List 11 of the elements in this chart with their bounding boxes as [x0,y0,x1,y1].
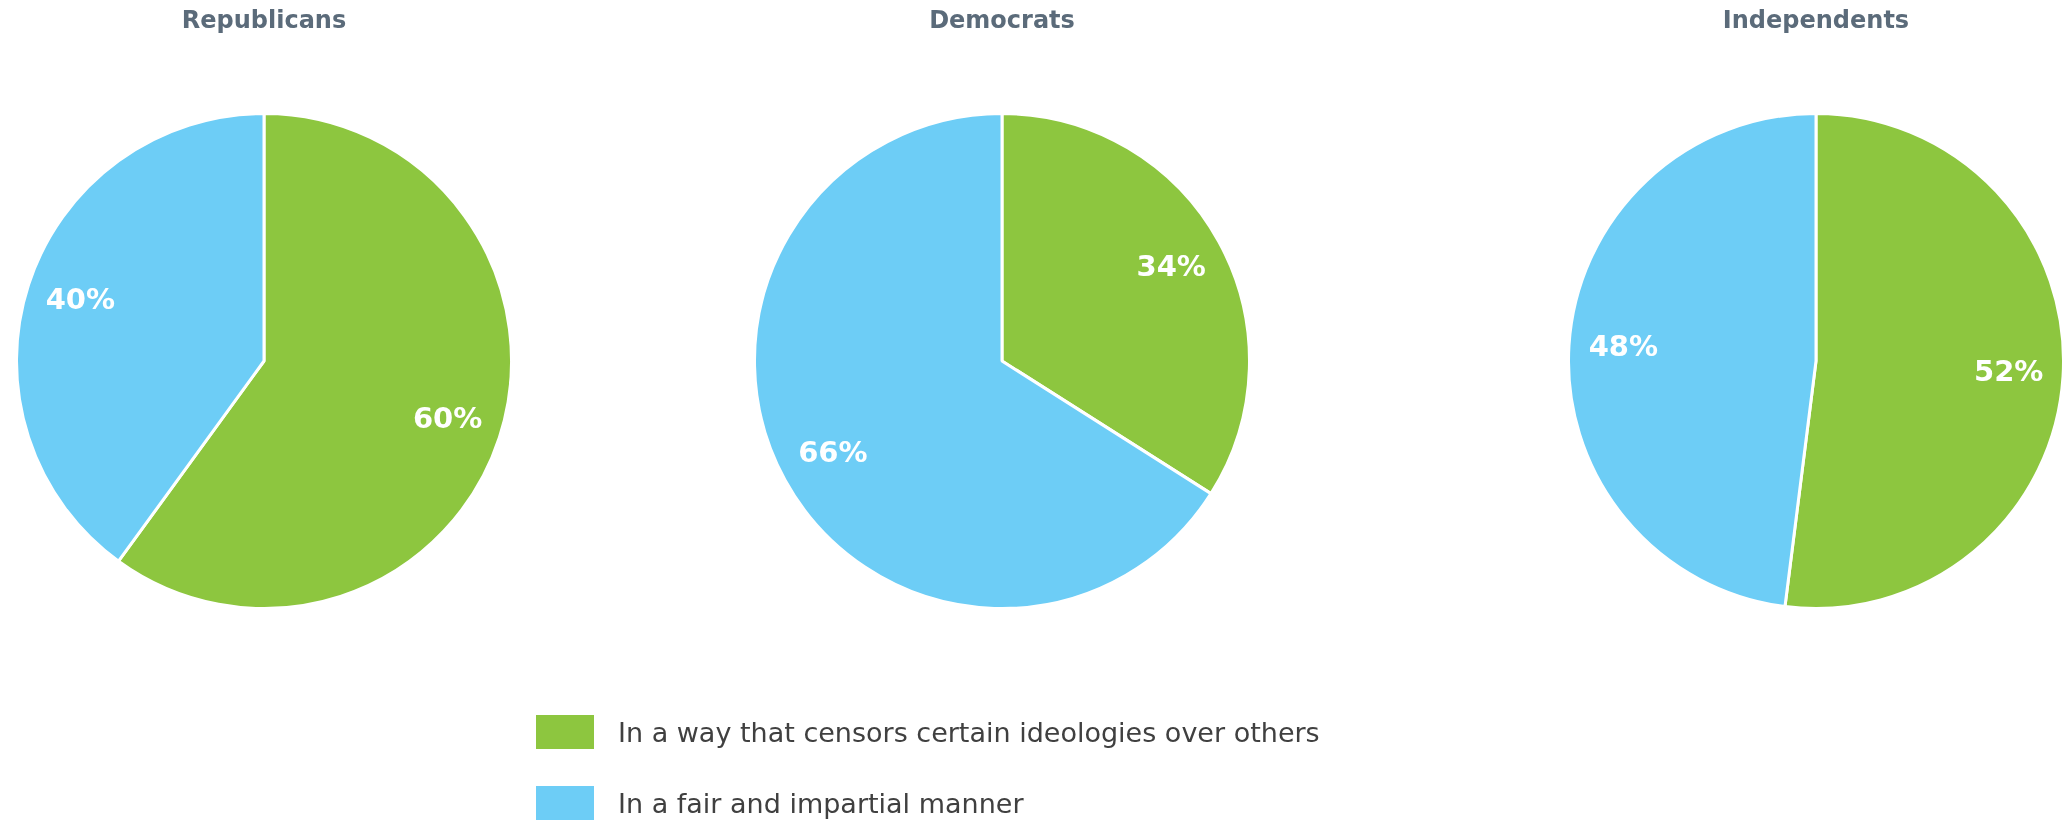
chart-title: Republicans [180,6,348,34]
data-label: 34% [1136,248,1206,283]
data-label: 40% [45,281,116,316]
chart-title: Democrats [928,6,1076,34]
data-label: 60% [412,401,483,436]
legend-label: In a way that censors certain ideologies over others [618,716,1320,748]
data-label: 52% [1973,353,2044,388]
chart-title: Independents [1721,6,1911,34]
data-label: 66% [798,434,868,469]
data-label: 48% [1588,329,1659,364]
legend-label: In a fair and impartial manner [618,787,1024,819]
